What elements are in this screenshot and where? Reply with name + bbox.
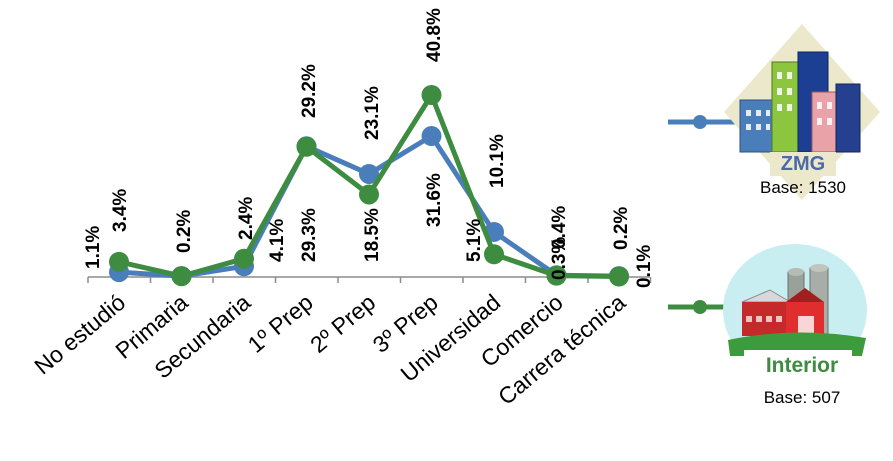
- data-label-interior-0: 3.4%: [110, 189, 131, 232]
- data-label-zmg-3: 29.3%: [299, 208, 320, 262]
- data-label-zmg-1: 0.2%: [174, 210, 195, 253]
- category-label-4: 2º Prep: [305, 289, 380, 358]
- category-label-3: 1º Prep: [243, 289, 318, 358]
- data-label-interior-8: 0.1%: [634, 245, 655, 288]
- data-label-interior-6: 5.1%: [464, 219, 485, 262]
- data-label-zmg-8: 0.2%: [611, 207, 632, 250]
- point-interior-5: [421, 85, 442, 105]
- point-interior-2: [234, 248, 254, 269]
- point-interior-1: [171, 266, 192, 287]
- point-interior-8: [609, 266, 629, 287]
- point-zmg-4: [359, 163, 379, 184]
- data-label-zmg-0: 1.1%: [83, 226, 104, 269]
- series-layer: [109, 85, 629, 287]
- data-label-zmg-2: 2.4%: [236, 197, 257, 240]
- data-label-zmg-5: 31.6%: [424, 173, 445, 227]
- city-buildings-icon: [724, 24, 880, 200]
- data-label-zmg-4: 23.1%: [362, 86, 383, 140]
- legend-interior-base: Base: 507: [764, 388, 841, 407]
- point-interior-6: [484, 244, 504, 265]
- legend-interior-marker: [693, 300, 707, 314]
- point-zmg-5: [421, 126, 442, 147]
- legend-zmg-marker: [693, 115, 707, 129]
- legend-zmg-name: ZMG: [781, 153, 825, 175]
- legend-interior-name: Interior: [766, 354, 838, 377]
- data-label-interior-4: 18.5%: [362, 208, 383, 262]
- legend-zmg-base: Base: 1530: [760, 178, 846, 197]
- data-labels: 1.1% 0.2% 2.4% 29.3% 23.1% 31.6% 10.1% 0.4% 0.2%…: [83, 8, 655, 288]
- data-label-zmg-6: 10.1%: [487, 134, 508, 188]
- data-label-interior-2: 4.1%: [267, 219, 288, 262]
- data-label-interior-5: 40.8%: [424, 8, 445, 62]
- data-label-interior-7: 0.3%: [549, 237, 570, 280]
- point-interior-0: [109, 251, 129, 272]
- category-label-0: No estudió: [29, 289, 130, 380]
- point-interior-7: [546, 265, 567, 286]
- legend-zmg: ZMG Base: 1530: [668, 24, 880, 200]
- point-interior-4: [359, 184, 379, 205]
- data-label-interior-3: 29.2%: [299, 64, 320, 118]
- legend-interior: Interior Base: 507: [668, 244, 867, 407]
- point-interior-3: [296, 136, 317, 157]
- data-label-zmg-7: 0.4%: [549, 206, 570, 249]
- farm-barn-icon: [723, 244, 867, 378]
